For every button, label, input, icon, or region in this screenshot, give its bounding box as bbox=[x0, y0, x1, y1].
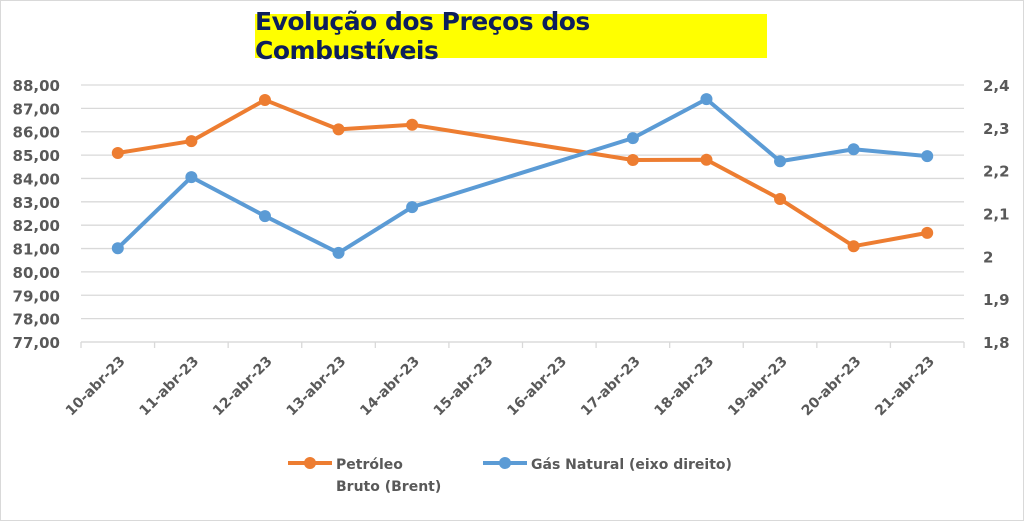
data-point bbox=[332, 246, 345, 259]
left-tick-label: 87,00 bbox=[13, 100, 60, 118]
left-tick-label: 83,00 bbox=[13, 194, 60, 212]
right-tick-label: 2,1 bbox=[983, 206, 1010, 224]
legend: Petróleo Bruto (Brent) Gás Natural (eixo d… bbox=[288, 457, 732, 495]
x-tick-label: 19-abr-23 bbox=[725, 354, 791, 420]
series-group bbox=[111, 93, 934, 259]
data-point bbox=[626, 153, 639, 166]
data-point bbox=[185, 171, 198, 184]
data-point bbox=[921, 150, 934, 163]
left-axis-ticks: 88,00 87,00 86,00 85,00 84,00 83,00 82,00 81,00… bbox=[13, 77, 60, 352]
data-point bbox=[700, 153, 713, 166]
data-point bbox=[332, 123, 345, 136]
left-tick-label: 88,00 bbox=[13, 77, 60, 95]
gridlines bbox=[81, 84, 964, 343]
right-tick-label: 2,4 bbox=[983, 77, 1010, 95]
data-point bbox=[111, 146, 124, 159]
right-axis-ticks: 2,4 2,3 2,2 2,1 2 1,9 1,8 bbox=[983, 77, 1010, 352]
x-tick-label: 17-abr-23 bbox=[578, 354, 644, 420]
left-tick-label: 77,00 bbox=[13, 334, 60, 352]
right-tick-label: 2,2 bbox=[983, 163, 1010, 181]
left-tick-label: 85,00 bbox=[13, 147, 60, 165]
right-tick-label: 2 bbox=[983, 248, 993, 266]
legend-item: Petróleo Bruto (Brent) bbox=[288, 457, 441, 495]
data-point bbox=[700, 93, 713, 106]
legend-point-marker bbox=[499, 457, 511, 469]
x-tick-label: 16-abr-23 bbox=[504, 354, 570, 420]
data-point bbox=[258, 210, 271, 223]
chart-title-box: Evolução dos Preços dos Combustíveis bbox=[255, 7, 767, 65]
x-tick-label: 14-abr-23 bbox=[357, 354, 423, 420]
x-tick-label: 15-abr-23 bbox=[431, 354, 497, 420]
x-tick-label: 12-abr-23 bbox=[210, 354, 276, 420]
data-point bbox=[626, 132, 639, 145]
series-line bbox=[116, 97, 928, 255]
x-tick-label: 18-abr-23 bbox=[652, 354, 718, 420]
legend-point-marker bbox=[304, 457, 316, 469]
data-point bbox=[185, 135, 198, 148]
right-tick-label: 1,8 bbox=[983, 334, 1010, 352]
chart-title: Evolução dos Preços dos Combustíveis bbox=[255, 7, 590, 65]
data-point bbox=[774, 155, 787, 168]
right-tick-label: 1,9 bbox=[983, 291, 1010, 309]
data-point bbox=[847, 143, 860, 156]
data-point bbox=[406, 201, 419, 214]
data-point bbox=[406, 118, 419, 131]
legend-item: Gás Natural (eixo direito) bbox=[483, 457, 732, 473]
left-tick-label: 78,00 bbox=[13, 311, 60, 329]
left-tick-label: 84,00 bbox=[13, 170, 60, 188]
legend-label: Bruto (Brent) bbox=[336, 479, 441, 495]
right-tick-label: 2,3 bbox=[983, 120, 1010, 138]
left-tick-label: 81,00 bbox=[13, 241, 60, 259]
x-tick-label: 20-abr-23 bbox=[799, 354, 865, 420]
x-tick-label: 11-abr-23 bbox=[136, 354, 202, 420]
left-tick-label: 86,00 bbox=[13, 124, 60, 142]
x-tick-label: 10-abr-23 bbox=[63, 354, 129, 420]
legend-label: Gás Natural (eixo direito) bbox=[531, 457, 732, 473]
data-point bbox=[921, 226, 934, 239]
x-axis: 10-abr-23 11-abr-23 12-abr-23 13-abr-23 14-a… bbox=[63, 341, 965, 420]
data-point bbox=[774, 193, 787, 206]
x-tick-label: 13-abr-23 bbox=[284, 354, 350, 420]
data-point bbox=[111, 242, 124, 255]
series-line bbox=[117, 97, 928, 249]
series-gas-natural bbox=[111, 93, 934, 259]
data-point bbox=[258, 93, 271, 106]
left-tick-label: 79,00 bbox=[13, 287, 60, 305]
data-point bbox=[847, 240, 860, 253]
left-tick-label: 82,00 bbox=[13, 217, 60, 235]
legend-label: Petróleo bbox=[336, 457, 403, 473]
x-tick-label: 21-abr-23 bbox=[872, 354, 938, 420]
left-tick-label: 80,00 bbox=[13, 264, 60, 282]
series-petroleo-brent bbox=[111, 93, 934, 253]
